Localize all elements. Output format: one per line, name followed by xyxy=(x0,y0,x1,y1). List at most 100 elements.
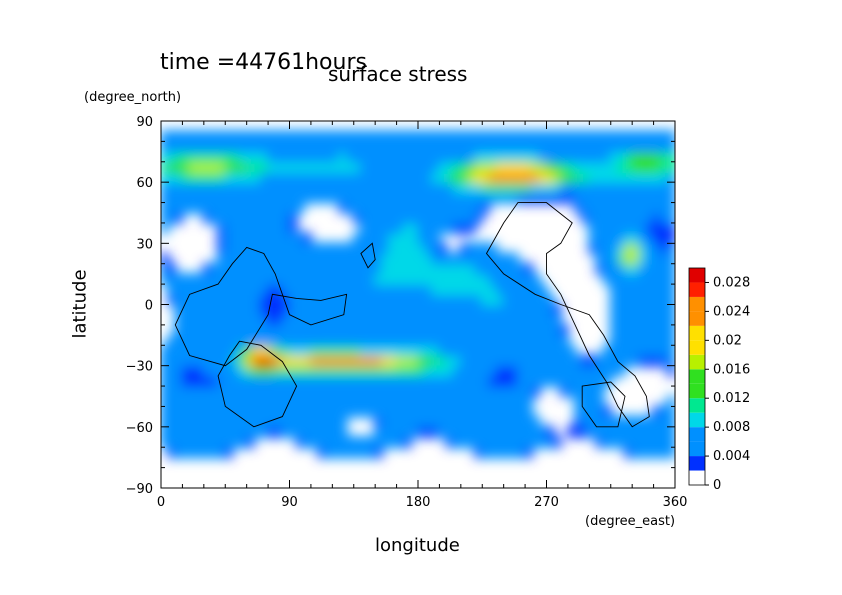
heatmap-cell xyxy=(367,160,377,173)
heatmap-cell xyxy=(188,283,198,296)
heatmap-cell xyxy=(281,242,291,255)
heatmap-cell xyxy=(167,374,177,388)
heatmap-cell xyxy=(417,313,427,326)
heatmap-cell xyxy=(595,374,605,388)
heatmap-cell xyxy=(438,252,448,265)
heatmap-cell xyxy=(566,150,577,163)
heatmap-cell xyxy=(602,160,612,173)
heatmap-cell xyxy=(502,405,512,418)
heatmap-cell xyxy=(388,395,398,408)
heatmap-cell xyxy=(224,160,234,173)
heatmap-cell xyxy=(652,334,662,347)
heatmap-cell xyxy=(559,364,569,377)
heatmap-cell xyxy=(409,364,419,377)
heatmap-cell xyxy=(395,272,405,286)
heatmap-cell xyxy=(209,303,220,316)
colorbar-swatch xyxy=(689,398,705,413)
heatmap-cell xyxy=(481,425,491,439)
heatmap-cell xyxy=(231,374,241,388)
heatmap-cell xyxy=(181,140,191,153)
heatmap-cell xyxy=(602,354,612,367)
heatmap-cell xyxy=(188,446,198,459)
heatmap-cell xyxy=(659,150,669,163)
heatmap-cell xyxy=(188,395,198,408)
heatmap-cell xyxy=(481,201,491,214)
heatmap-cell xyxy=(531,150,541,163)
heatmap-cell xyxy=(345,446,355,459)
heatmap-cell xyxy=(324,415,334,428)
heatmap-cell xyxy=(524,130,534,143)
heatmap-cell xyxy=(645,262,655,275)
heatmap-cell xyxy=(231,201,241,214)
heatmap-cell xyxy=(238,415,248,428)
heatmap-cell xyxy=(631,252,641,265)
heatmap-cell xyxy=(195,181,205,194)
heatmap-cell xyxy=(638,436,648,449)
heatmap-cell xyxy=(352,150,362,163)
heatmap-cell xyxy=(274,313,284,326)
heatmap-cell xyxy=(624,232,634,245)
heatmap-cell xyxy=(581,211,591,224)
heatmap-cell xyxy=(488,323,498,337)
heatmap-cell xyxy=(538,140,548,153)
heatmap-cell xyxy=(381,160,391,173)
heatmap-cell xyxy=(424,385,434,398)
heatmap-cell xyxy=(388,425,398,439)
heatmap-cell xyxy=(238,160,248,173)
heatmap-cell xyxy=(495,344,505,357)
heatmap-cell xyxy=(367,405,377,418)
heatmap-cell xyxy=(438,272,448,286)
heatmap-cell xyxy=(174,201,184,214)
heatmap-cell xyxy=(574,140,584,153)
heatmap-cell xyxy=(281,283,291,296)
heatmap-cell xyxy=(466,293,477,306)
heatmap-cell xyxy=(245,344,255,357)
heatmap-cell xyxy=(452,140,462,153)
heatmap-cell xyxy=(188,364,198,377)
heatmap-cell xyxy=(516,130,527,143)
heatmap-cell xyxy=(595,415,605,428)
heatmap-cell xyxy=(309,283,320,296)
heatmap-cell xyxy=(231,436,241,449)
heatmap-cell xyxy=(359,140,370,153)
heatmap-cell xyxy=(638,262,648,275)
heatmap-cell xyxy=(531,140,541,153)
heatmap-cell xyxy=(588,374,598,388)
heatmap-cell xyxy=(574,150,584,163)
heatmap-cell xyxy=(588,211,598,224)
heatmap-cell xyxy=(631,425,641,439)
heatmap-cell xyxy=(338,354,348,367)
heatmap-cell xyxy=(431,170,441,184)
heatmap-cell xyxy=(431,395,441,408)
heatmap-cell xyxy=(395,334,405,347)
heatmap-cell xyxy=(531,170,541,184)
heatmap-cell xyxy=(374,385,384,398)
heatmap-cell xyxy=(581,140,591,153)
heatmap-cell xyxy=(367,170,377,184)
heatmap-cell xyxy=(302,252,312,265)
heatmap-cell xyxy=(381,283,391,296)
heatmap-cell xyxy=(624,334,634,347)
heatmap-cell xyxy=(352,364,362,377)
heatmap-field xyxy=(161,130,675,459)
heatmap-cell xyxy=(209,313,220,326)
heatmap-cell xyxy=(317,354,327,367)
heatmap-cell xyxy=(588,150,598,163)
heatmap-cell xyxy=(188,334,198,347)
heatmap-cell xyxy=(259,425,270,439)
heatmap-cell xyxy=(202,303,212,316)
heatmap-cell xyxy=(431,262,441,275)
heatmap-cell xyxy=(481,242,491,255)
heatmap-cell xyxy=(502,272,512,286)
heatmap-cell xyxy=(209,150,220,163)
heatmap-cell xyxy=(531,374,541,388)
heatmap-cell xyxy=(474,415,484,428)
heatmap-cell xyxy=(161,395,170,408)
heatmap-cell xyxy=(417,323,427,337)
heatmap-cell xyxy=(466,374,477,388)
heatmap-cell xyxy=(374,191,384,204)
heatmap-cell xyxy=(659,303,669,316)
heatmap-cell xyxy=(302,344,312,357)
heatmap-cell xyxy=(202,446,212,459)
